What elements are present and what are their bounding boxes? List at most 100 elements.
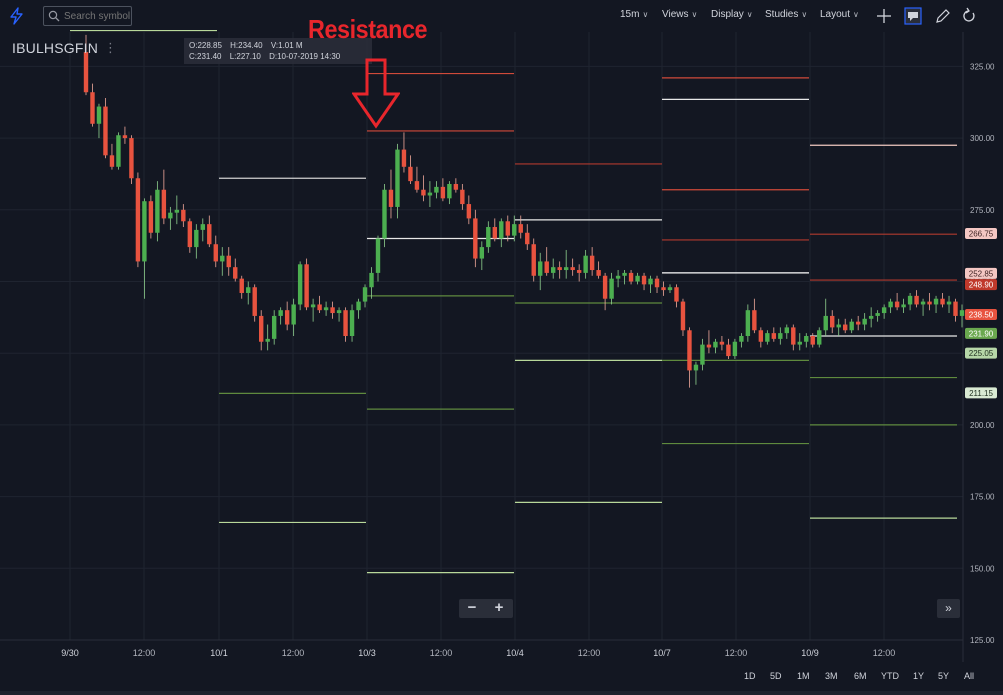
candle-body <box>719 341 725 345</box>
range-button-5y[interactable]: 5Y <box>938 671 950 681</box>
candle-body <box>940 298 945 305</box>
layout-menu[interactable]: Layout ∨ <box>820 9 859 20</box>
candle-body <box>628 272 634 282</box>
x-tick-label: 10/3 <box>358 648 376 658</box>
candle-body <box>778 333 783 339</box>
candle-body <box>148 201 154 233</box>
candle-body <box>752 310 757 331</box>
candle-body <box>382 189 387 239</box>
candle-body <box>855 321 861 325</box>
candle-body <box>408 166 413 182</box>
scroll-to-end-button[interactable]: » <box>937 599 960 618</box>
price-label-text: 252.85 <box>969 269 994 278</box>
range-button-1y[interactable]: 1Y <box>913 671 925 681</box>
candle-body <box>518 224 523 233</box>
candle-body <box>200 224 205 230</box>
crosshair-icon[interactable] <box>875 7 893 25</box>
price-label-text: 248.90 <box>969 281 994 290</box>
candle-body <box>868 315 874 319</box>
price-label-text: 238.50 <box>969 310 994 319</box>
range-button-ytd[interactable]: YTD <box>881 671 899 681</box>
candle-body <box>265 338 270 342</box>
price-label-tag <box>965 227 997 239</box>
candle-body <box>369 272 374 288</box>
x-tick-label: 12:00 <box>578 648 601 658</box>
candle-body <box>576 270 582 273</box>
price-label-text: 225.05 <box>969 349 994 358</box>
candle-body <box>83 52 89 93</box>
chevron-down-icon: ∨ <box>642 10 649 19</box>
candle-body <box>505 221 510 236</box>
range-button-all[interactable]: All <box>964 671 975 681</box>
search-input[interactable] <box>43 6 132 26</box>
candle-body <box>674 287 679 302</box>
draw-icon[interactable] <box>934 7 952 25</box>
views-menu[interactable]: Views ∨ <box>662 9 697 20</box>
candle-body <box>641 275 647 285</box>
candle-body <box>90 92 95 124</box>
symbol-title[interactable]: IBULHSGFIN <box>12 40 99 56</box>
candle-body <box>907 295 913 305</box>
candle-body <box>356 301 361 311</box>
candle-body <box>693 364 699 371</box>
candle-body <box>421 189 426 196</box>
candle-body <box>512 224 517 236</box>
interval-menu[interactable]: 15m ∨ <box>620 9 648 20</box>
x-tick-label: 12:00 <box>133 648 156 658</box>
range-button-5d[interactable]: 5D <box>770 671 782 681</box>
candle-body <box>739 336 744 342</box>
price-label-text: 211.15 <box>969 389 993 398</box>
candle-body <box>622 272 627 276</box>
x-tick-label: 9/30 <box>61 648 79 658</box>
candle-body <box>615 275 621 279</box>
symbol-menu-icon[interactable]: ⋮ <box>104 40 117 55</box>
ohlc-row-2: C:231.40 L:227.10 D:10-07-2019 14:30 <box>189 51 367 62</box>
candle-body <box>862 318 867 325</box>
candle-body <box>207 224 212 245</box>
candle-body <box>791 327 796 345</box>
candle-body <box>103 106 108 156</box>
candle-body <box>116 135 121 167</box>
candle-body <box>830 315 835 328</box>
range-button-1m[interactable]: 1M <box>797 671 810 681</box>
candle-body <box>473 218 478 259</box>
zoom-control: − + <box>459 599 513 618</box>
candle-body <box>291 304 296 325</box>
candle-body <box>946 301 952 305</box>
candle-body <box>635 275 640 282</box>
undo-icon[interactable] <box>960 7 978 25</box>
candle-body <box>323 307 329 311</box>
candle-body <box>427 192 433 196</box>
zoom-in-button[interactable]: + <box>494 599 504 616</box>
candle-body <box>914 295 919 305</box>
candle-body <box>388 189 394 207</box>
candle-body <box>317 304 322 311</box>
price-label-text: 266.75 <box>969 229 994 238</box>
candle-body <box>551 267 556 273</box>
range-button-6m[interactable]: 6M <box>854 671 867 681</box>
x-tick-label: 10/7 <box>653 648 671 658</box>
candle-body <box>161 189 167 219</box>
candle-body <box>609 278 614 299</box>
range-button-3m[interactable]: 3M <box>825 671 838 681</box>
zoom-out-button[interactable]: − <box>467 599 477 616</box>
x-tick-label: 12:00 <box>282 648 305 658</box>
chevron-down-icon: ∨ <box>853 10 859 19</box>
price-label-tag <box>965 347 997 359</box>
chevron-down-icon: ∨ <box>801 10 808 19</box>
display-menu[interactable]: Display ∨ <box>711 9 753 20</box>
candle-body <box>492 227 497 239</box>
range-button-1d[interactable]: 1D <box>744 671 756 681</box>
candle-body <box>525 232 530 245</box>
candle-body <box>486 227 491 248</box>
candle-body <box>168 212 173 219</box>
studies-menu[interactable]: Studies ∨ <box>765 9 807 20</box>
candle-body <box>310 304 316 308</box>
bolt-icon[interactable] <box>9 7 25 25</box>
candle-body <box>706 344 712 348</box>
candle-body <box>362 287 368 302</box>
candle-body <box>784 327 789 334</box>
comment-icon[interactable] <box>904 7 922 25</box>
candle-body <box>466 204 472 219</box>
